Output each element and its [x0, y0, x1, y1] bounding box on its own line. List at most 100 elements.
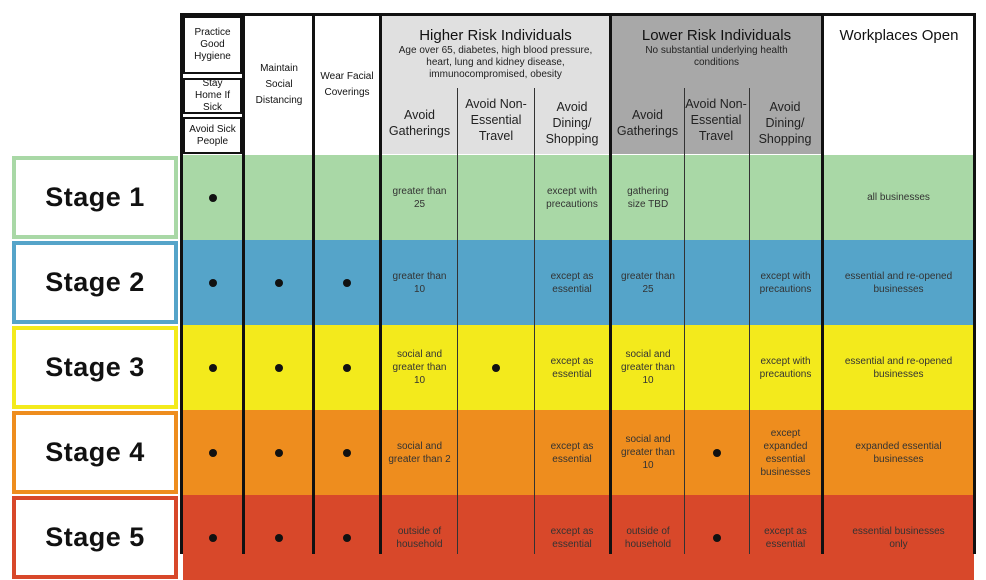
bullet-dot-icon [343, 363, 351, 372]
cell-value: except as essential [550, 270, 594, 295]
header-stay-home: Stay Home If Sick [183, 78, 242, 114]
grid-line-thin [534, 88, 535, 554]
table-cell [315, 325, 379, 410]
table-cell: social and greater than 10 [612, 325, 684, 410]
table-cell: outside of household [382, 495, 457, 580]
table-cell [245, 240, 312, 325]
table-cell [315, 240, 379, 325]
table-cell [183, 495, 242, 580]
cell-value: greater than 25 [392, 185, 447, 210]
cell-value: expanded essential businesses [855, 440, 942, 465]
cell-value: gathering size TBD [627, 185, 669, 210]
table-cell [458, 155, 534, 240]
higher-risk-title: Higher Risk Individuals [419, 27, 572, 44]
table-cell: social and greater than 2 [382, 410, 457, 495]
table-cell: except with precautions [535, 155, 609, 240]
cell-value: except with precautions [759, 270, 812, 295]
table-cell: expanded essential businesses [824, 410, 973, 495]
cell-value: essential and re-opened businesses [844, 270, 953, 295]
header-face-coverings-label: Wear Facial Coverings [320, 71, 374, 98]
stage-label: Stage 1 [12, 156, 178, 239]
table-cell: outside of household [612, 495, 684, 580]
grid-line [379, 13, 382, 554]
higher-avoid-dining: Avoid Dining/ Shopping [545, 100, 599, 146]
grid-line-thin [684, 88, 685, 554]
table-cell: except as essential [535, 240, 609, 325]
table-cell: social and greater than 10 [612, 410, 684, 495]
higher-avoid-travel: Avoid Non-Essential Travel [465, 97, 527, 143]
bullet-dot-icon [208, 533, 217, 542]
grid-line [821, 13, 824, 554]
table-cell: all businesses [824, 155, 973, 240]
bullet-dot-icon [343, 533, 351, 542]
lower-avoid-travel: Avoid Non-Essential Travel [685, 97, 747, 143]
header-stay-home-label: Stay Home If Sick [194, 78, 230, 113]
higher-risk-subtitle: Age over 65, diabetes, high blood pressu… [398, 45, 593, 80]
bullet-dot-icon [208, 363, 217, 372]
header-workplaces-label: Workplaces Open [839, 27, 959, 44]
stage-label: Stage 2 [12, 241, 178, 324]
header-social-distancing-label: Maintain Social Distancing [255, 63, 303, 106]
bullet-dot-icon [713, 533, 721, 542]
grid-line [609, 13, 612, 554]
cell-value: social and greater than 10 [621, 434, 675, 471]
grid-line-thin [749, 88, 750, 554]
header-social-distancing: Maintain Social Distancing [246, 16, 312, 154]
grid-line [180, 13, 183, 554]
cell-value: greater than 25 [621, 270, 675, 295]
bullet-dot-icon [274, 448, 283, 457]
bullet-dot-icon [208, 278, 217, 287]
table-cell [315, 495, 379, 580]
bullet-dot-icon [274, 363, 283, 372]
header-avoid-sick-label: Avoid Sick People [189, 123, 236, 147]
header-avoid-sick: Avoid Sick People [183, 117, 242, 154]
table-cell [685, 410, 749, 495]
bullet-dot-icon [492, 363, 500, 372]
table-cell [245, 325, 312, 410]
bullet-dot-icon [343, 278, 351, 287]
lower-risk-subtitle: No substantial underlying health conditi… [645, 45, 788, 68]
table-cell [183, 325, 242, 410]
table-cell [458, 240, 534, 325]
table-cell: except as essential [535, 495, 609, 580]
header-hygiene: Practice Good Hygiene [183, 16, 242, 74]
table-cell [750, 155, 821, 240]
cell-value: except as essential [550, 525, 594, 550]
grid-line [242, 13, 245, 554]
cell-value: essential and re-opened businesses [844, 355, 953, 380]
bullet-dot-icon [274, 533, 283, 542]
grid-line [973, 13, 976, 554]
lower-avoid-gatherings: Avoid Gatherings [616, 108, 679, 138]
table-cell [685, 495, 749, 580]
table-cell [183, 410, 242, 495]
table-cell: except as essential [535, 410, 609, 495]
cell-value: greater than 10 [392, 270, 447, 295]
table-cell: greater than 25 [612, 240, 684, 325]
table-cell: essential businesses only [824, 495, 973, 580]
cell-value: social and greater than 10 [392, 349, 447, 386]
bullet-dot-icon [343, 448, 351, 457]
bullet-dot-icon [208, 448, 217, 457]
cell-value: except with precautions [759, 355, 812, 380]
cell-value: except expanded essential businesses [760, 427, 811, 478]
table-cell [245, 155, 312, 240]
bullet-dot-icon [208, 193, 217, 202]
table-cell [685, 155, 749, 240]
table-cell: social and greater than 10 [382, 325, 457, 410]
header-workplaces: Workplaces Open [824, 27, 974, 44]
cell-value: essential businesses only [852, 525, 945, 550]
stage-label: Stage 5 [12, 496, 178, 579]
cell-value: except as essential [550, 355, 594, 380]
table-cell: except as essential [535, 325, 609, 410]
table-cell [685, 325, 749, 410]
grid-line [312, 13, 315, 554]
table-cell: except as essential [750, 495, 821, 580]
table-cell: essential and re-opened businesses [824, 240, 973, 325]
table-cell [245, 495, 312, 580]
cell-value: outside of household [624, 525, 672, 550]
higher-avoid-gatherings: Avoid Gatherings [388, 108, 451, 138]
table-cell: except with precautions [750, 240, 821, 325]
table-cell [315, 410, 379, 495]
table-cell [458, 495, 534, 580]
grid-line-thin [457, 88, 458, 554]
